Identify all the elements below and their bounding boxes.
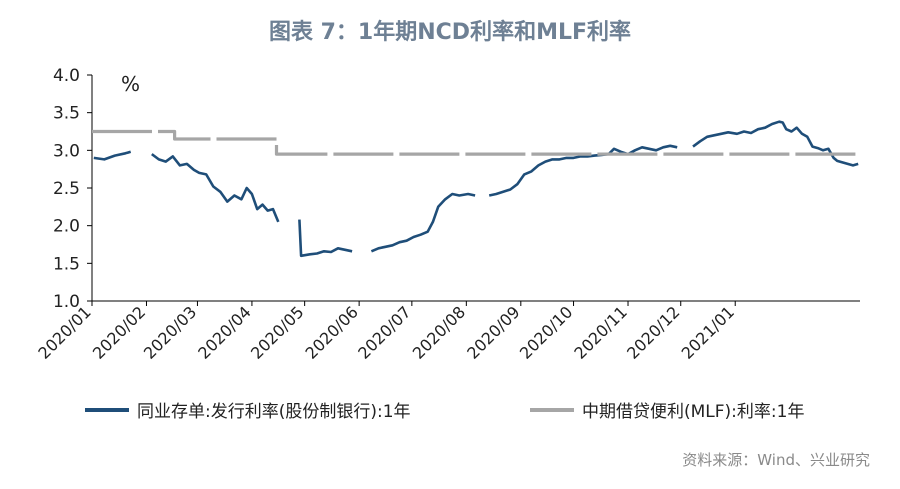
series-line-ncd <box>298 219 353 258</box>
chart-title: 图表 7：1年期NCD利率和MLF利率 <box>268 20 632 45</box>
legend-label-ncd: 同业存单:发行利率(股份制银行):1年 <box>137 402 411 422</box>
x-tick-label: 2020/06 <box>302 302 362 362</box>
legend-swatch-ncd <box>85 407 129 412</box>
x-tick-label: 2020/08 <box>409 302 469 362</box>
y-tick-label: 3.0 <box>53 141 80 161</box>
series-line-ncd <box>370 192 476 253</box>
series-line-mlf <box>92 129 860 156</box>
series-line-ncd <box>692 120 859 167</box>
source-note: 资料来源：Wind、兴业研究 <box>682 451 870 469</box>
x-tick-label: 2020/07 <box>354 302 414 362</box>
y-tick-label: 4.0 <box>53 66 80 86</box>
x-tick-label: 2020/11 <box>570 302 630 362</box>
series-line-ncd <box>488 144 678 197</box>
x-tick-label: 2020/05 <box>247 302 307 362</box>
legend-swatch-mlf <box>530 407 574 412</box>
y-tick-label: 1.0 <box>53 292 80 312</box>
legend-item-mlf: 中期借贷便利(MLF):利率:1年 <box>530 397 804 422</box>
x-tick-label: 2020/03 <box>140 302 200 362</box>
legend-label-mlf: 中期借贷便利(MLF):利率:1年 <box>582 402 805 422</box>
x-tick-label: 2020/10 <box>516 302 576 362</box>
x-tick-label: 2020/02 <box>89 302 149 362</box>
series-line-ncd <box>93 150 132 161</box>
legend-item-ncd: 同业存单:发行利率(股份制银行):1年 <box>85 397 411 422</box>
y-tick-label: 2.5 <box>53 179 80 199</box>
y-tick-label: 3.5 <box>53 104 80 124</box>
series-line-ncd <box>151 153 280 223</box>
y-tick-label: 2.0 <box>53 217 80 237</box>
y-tick-label: 1.5 <box>53 254 80 274</box>
y-unit-label: % <box>121 72 141 96</box>
x-tick-label: 2020/04 <box>194 302 254 362</box>
x-tick-label: 2021/01 <box>678 302 738 362</box>
x-tick-label: 2020/09 <box>463 302 523 362</box>
x-tick-label: 2020/12 <box>623 302 683 362</box>
